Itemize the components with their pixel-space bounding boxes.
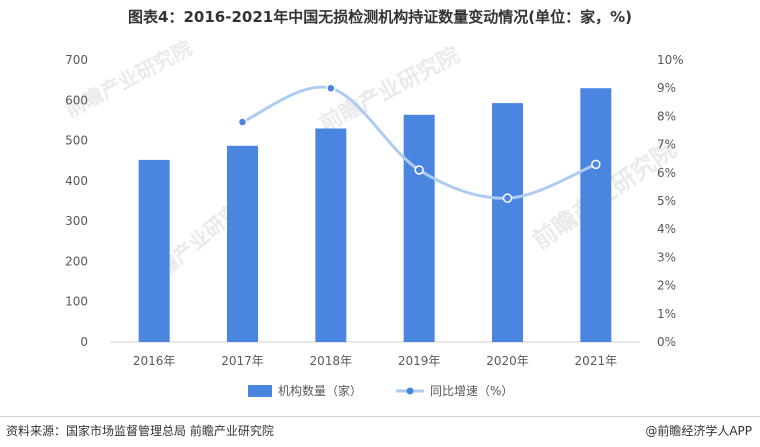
bar-series [138, 88, 612, 342]
y-left-tick-label: 700 [65, 53, 88, 67]
y-left-tick-label: 100 [65, 295, 88, 309]
y-right-tick-label: 2% [657, 279, 676, 293]
bar-2019年 [403, 114, 435, 342]
footer-divider [0, 416, 760, 417]
y-right-tick-label: 3% [657, 250, 676, 264]
y-right-tick-label: 0% [657, 335, 676, 349]
watermark-text-0: 前瞻产业研究院 [61, 35, 196, 122]
brand-credit: @前瞻经济学人APP [645, 424, 752, 438]
y-right-tick-label: 4% [657, 222, 676, 236]
bar-2020年 [492, 103, 523, 342]
y-left-tick-label: 0 [80, 335, 88, 349]
growth-point [591, 159, 601, 170]
growth-point [237, 117, 248, 127]
growth-point [502, 193, 513, 203]
legend-line-label: 同比增速（%） [430, 384, 513, 398]
y-right-tick-label: 6% [657, 166, 676, 180]
y-right-tick-label: 1% [657, 307, 676, 321]
x-tick-label: 2016年 [133, 354, 176, 368]
y-left-tick-label: 300 [65, 214, 88, 228]
y-left-tick-label: 200 [65, 254, 88, 268]
bar-2016年 [138, 159, 170, 342]
y-right-tick-label: 7% [657, 138, 676, 152]
line-series [237, 83, 601, 203]
legend: 机构数量（家） 同比增速（%） [248, 383, 513, 398]
bar-2021年 [580, 88, 612, 342]
x-tick-label: 2021年 [575, 354, 618, 368]
growth-point [326, 83, 336, 93]
y-right-tick-label: 5% [657, 194, 676, 208]
axes: 0 100 200 300 400 500 600 700 0% 1% 2% 3% 4% 5% 6% 7% 8%… [65, 53, 684, 368]
y-right-tick-label: 9% [657, 81, 676, 95]
growth-point [414, 165, 424, 175]
x-tick-label: 2020年 [486, 354, 529, 368]
x-tick-label: 2017年 [221, 354, 264, 368]
y-left-tick-label: 400 [65, 174, 88, 188]
legend-bar-swatch [248, 385, 272, 397]
y-right-tick-label: 10% [657, 53, 684, 67]
bar-2018年 [315, 128, 347, 342]
bar-2017年 [227, 145, 258, 342]
legend-bar-label: 机构数量（家） [278, 383, 362, 398]
chart-title: 图表4：2016-2021年中国无损检测机构持证数量变动情况(单位：家，%) [128, 8, 632, 26]
source-note: 资料来源：国家市场监督管理总局 前瞻产业研究院 [6, 424, 274, 438]
y-right-tick-label: 8% [657, 109, 676, 123]
legend-line-marker [406, 387, 414, 395]
x-tick-label: 2018年 [310, 354, 353, 368]
x-tick-label: 2019年 [398, 354, 441, 368]
y-left-tick-label: 500 [65, 134, 88, 148]
y-left-tick-label: 600 [65, 93, 88, 107]
